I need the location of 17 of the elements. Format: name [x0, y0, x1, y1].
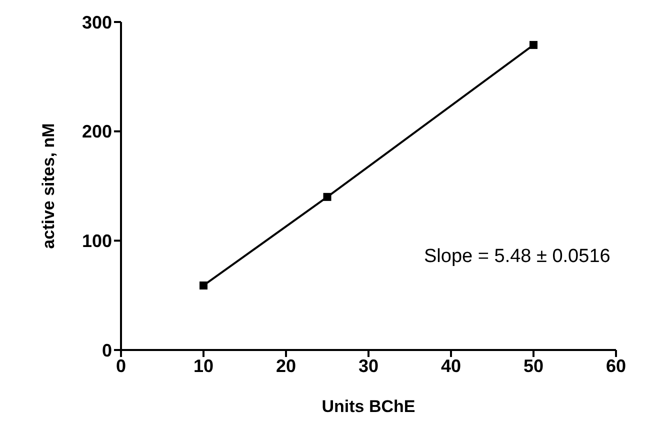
y-tick-label: 0	[102, 340, 112, 360]
annotation: Slope = 5.48 ± 0.0516	[424, 246, 610, 268]
x-tick-label: 30	[358, 356, 379, 376]
point	[323, 192, 332, 201]
x-tick-label: 40	[440, 356, 462, 376]
y-tick-label: 300	[82, 12, 112, 32]
x-tick-label: 60	[606, 356, 626, 376]
x-tick-label: 0	[116, 356, 126, 376]
point	[200, 281, 208, 290]
y-tick-label: 200	[82, 122, 112, 142]
y-axis-title: active sites, nM	[39, 123, 58, 249]
x-axis-title: Units BChE	[322, 397, 416, 416]
x-tick-label: 10	[193, 356, 214, 376]
y-tick-label: 100	[82, 231, 112, 252]
x-tick-label: 50	[523, 356, 544, 376]
x-tick-label: 20	[276, 356, 296, 376]
point	[530, 40, 538, 49]
